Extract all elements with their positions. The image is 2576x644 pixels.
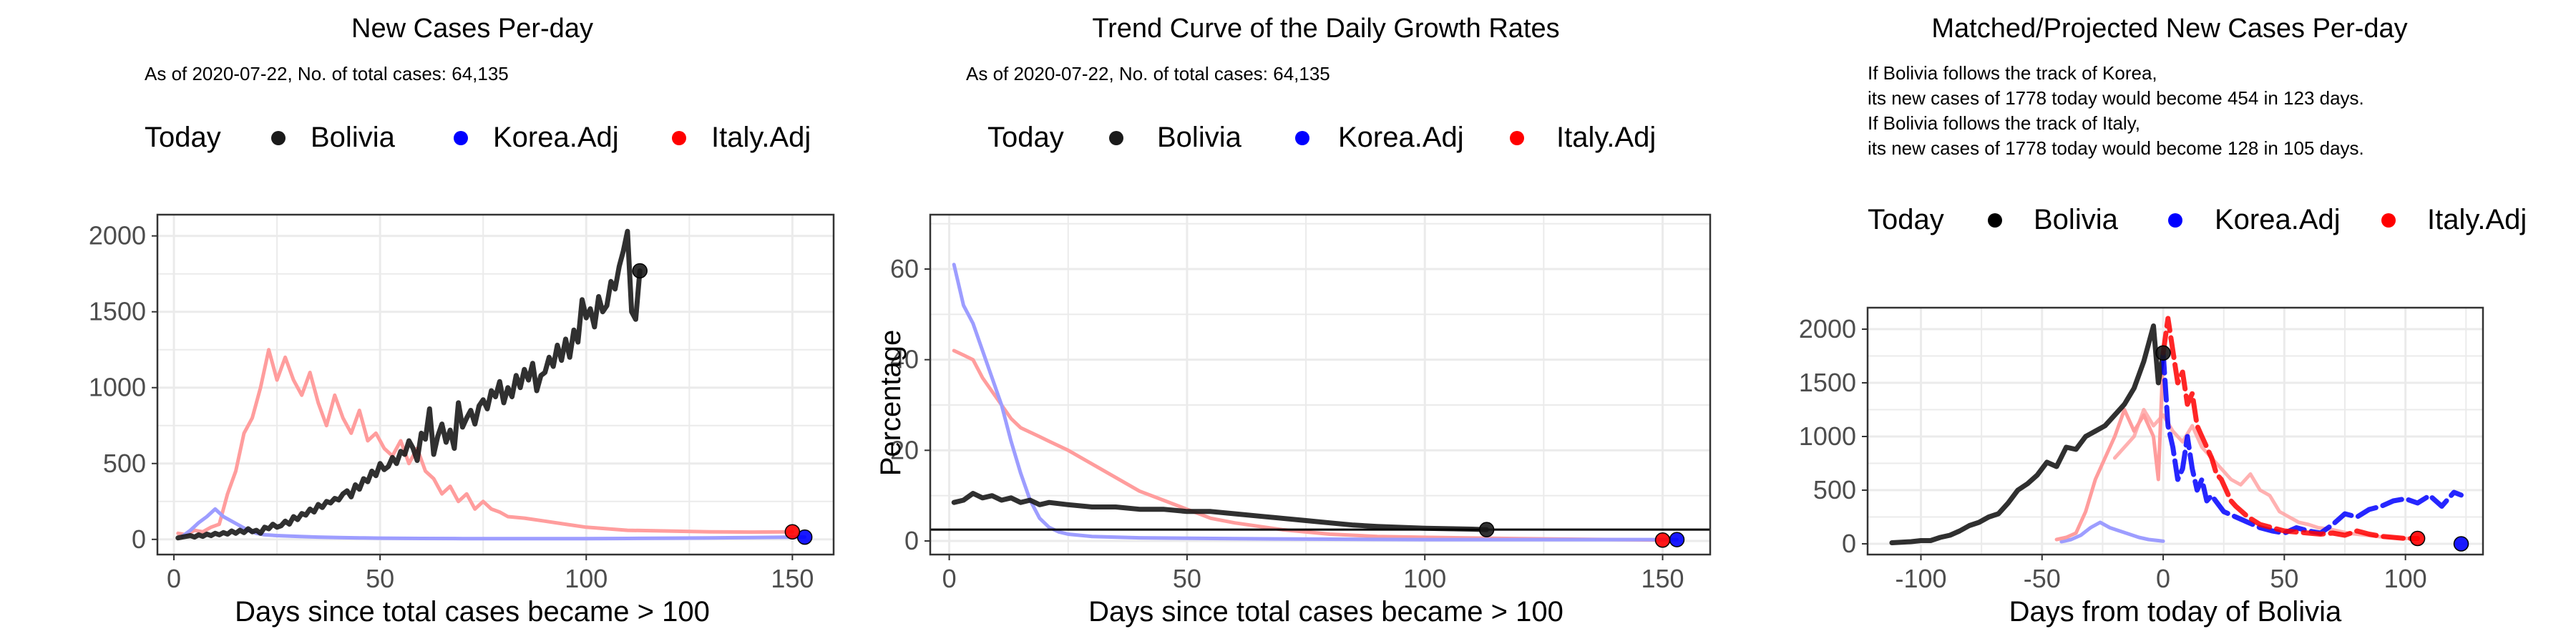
series-layer — [1889, 316, 2464, 545]
y-tick-label: 2000 — [89, 221, 146, 250]
panel-border — [1866, 306, 2484, 556]
chart-2-y-axis-label: Percentage — [875, 330, 907, 477]
chart-3-title: Matched/Projected New Cases Per-day — [1931, 14, 2407, 44]
end-point-bolivia — [1478, 522, 1495, 537]
series-line-italy-adj-projected- — [2160, 316, 2421, 541]
y-tick-label: 1000 — [89, 373, 146, 402]
series-line-italy-adj-history- — [2054, 351, 2165, 542]
legend-key-bolivia — [1109, 131, 1123, 145]
legend-key-korea — [2168, 213, 2182, 228]
y-tick-label: 1500 — [89, 297, 146, 326]
chart-2-legend: Today Bolivia Korea.Adj Italy.Adj — [987, 122, 1656, 153]
chart-2-plot-area: 0 50 100 150 0 20 40 60 — [890, 213, 1712, 593]
legend-label-italy: Italy.Adj — [1556, 122, 1656, 153]
x-tick-label: 0 — [942, 564, 957, 593]
y-tick-label: 500 — [1813, 475, 1856, 504]
legend-title: Today — [987, 122, 1064, 153]
chart-3-subtitle-line-3: If Bolivia follows the track of Italy, — [1868, 112, 2140, 134]
chart-3-subtitle-line-4: its new cases of 1778 today would become… — [1868, 137, 2364, 159]
end-point-korea-adj — [1669, 532, 1685, 547]
x-tick-label: 150 — [771, 564, 814, 593]
legend-label-korea: Korea.Adj — [2215, 204, 2341, 235]
legend-key-bolivia — [271, 131, 286, 145]
panel-border — [929, 213, 1712, 556]
legend-label-bolivia: Bolivia — [2034, 204, 2119, 235]
chart-2-x-axis-label: Days since total cases became > 100 — [1088, 596, 1563, 628]
panel-border — [156, 213, 835, 556]
legend-title: Today — [145, 122, 221, 153]
legend-label-italy: Italy.Adj — [2427, 204, 2527, 235]
end-point-italy-adj — [1654, 532, 1671, 548]
chart-1-title: New Cases Per-day — [351, 14, 593, 44]
x-tick-label: 100 — [2384, 564, 2427, 593]
series-line-korea-adj — [952, 263, 1679, 542]
legend-key-bolivia — [1988, 213, 2002, 228]
legend-title: Today — [1868, 204, 1944, 235]
end-point-italy-adj-projected- — [2409, 530, 2426, 547]
series-line-italy-adj — [952, 348, 1664, 542]
legend-label-korea: Korea.Adj — [493, 122, 619, 153]
legend-key-korea — [1295, 131, 1309, 145]
x-tick-label: 50 — [2270, 564, 2298, 593]
y-tick-label: 0 — [1842, 529, 1856, 558]
end-point-korea-adj-projected- — [2453, 536, 2469, 552]
y-tick-label: 2000 — [1799, 314, 1856, 343]
legend-key-italy — [1510, 131, 1524, 145]
legend-key-italy — [672, 131, 686, 145]
x-tick-label: 100 — [565, 564, 608, 593]
y-tick-label: 40 — [890, 345, 919, 374]
x-tick-label: -50 — [2024, 564, 2061, 593]
legend-key-italy — [2381, 213, 2396, 228]
y-tick-label: 20 — [890, 435, 919, 464]
x-tick-label: 50 — [1173, 564, 1201, 593]
y-tick-label: 60 — [890, 254, 919, 283]
series-line-korea-adj-history- — [2059, 520, 2165, 544]
series-line-korea-adj — [180, 507, 807, 541]
x-tick-label: 150 — [1641, 564, 1684, 593]
chart-1-legend: Today Bolivia Korea.Adj Italy.Adj — [145, 122, 811, 153]
x-tick-label: 100 — [1403, 564, 1446, 593]
legend-label-korea: Korea.Adj — [1338, 122, 1464, 153]
x-tick-label: 0 — [167, 564, 181, 593]
chart-3-subtitle-line-2: its new cases of 1778 today would become… — [1868, 87, 2364, 109]
legend-label-bolivia: Bolivia — [1157, 122, 1242, 153]
chart-panel-new-cases: New Cases Per-day As of 2020-07-22, No. … — [89, 14, 835, 628]
legend-label-italy: Italy.Adj — [711, 122, 811, 153]
series-layer — [951, 263, 1679, 542]
chart-panel-projected: Matched/Projected New Cases Per-day If B… — [1799, 14, 2527, 628]
y-tick-label: 500 — [103, 449, 146, 478]
chart-3-subtitle-line-1: If Bolivia follows the track of Korea, — [1868, 62, 2157, 84]
chart-3-legend: Today Bolivia Korea.Adj Italy.Adj — [1868, 204, 2527, 235]
end-point-bolivia — [2155, 345, 2171, 361]
series-line-korea-adj-projected- — [2160, 350, 2464, 536]
x-tick-label: 0 — [2156, 564, 2170, 593]
x-tick-label: 50 — [366, 564, 394, 593]
chart-1-x-axis-label: Days since total cases became > 100 — [235, 596, 710, 628]
chart-3-x-axis-label: Days from today of Bolivia — [2009, 596, 2342, 628]
chart-1-subtitle: As of 2020-07-22, No. of total cases: 64… — [145, 63, 509, 84]
legend-key-korea — [454, 131, 468, 145]
series-layer — [175, 228, 807, 541]
chart-2-subtitle: As of 2020-07-22, No. of total cases: 64… — [966, 63, 1330, 84]
chart-panel-growth-rates: Trend Curve of the Daily Growth Rates As… — [875, 14, 1712, 628]
series-line-bolivia — [175, 228, 643, 541]
end-point-bolivia — [632, 263, 648, 279]
y-tick-label: 1000 — [1799, 421, 1856, 451]
series-line-italy-adj — [176, 348, 794, 537]
y-tick-label: 0 — [904, 526, 919, 555]
chart-2-title: Trend Curve of the Daily Growth Rates — [1092, 14, 1559, 44]
series-line-bolivia — [951, 491, 1490, 532]
end-point-italy-adj — [784, 524, 801, 540]
legend-label-bolivia: Bolivia — [311, 122, 396, 153]
y-tick-label: 1500 — [1799, 368, 1856, 397]
x-tick-label: -100 — [1895, 564, 1946, 593]
series-line-bolivia — [1889, 323, 2166, 545]
y-tick-label: 0 — [132, 525, 146, 554]
